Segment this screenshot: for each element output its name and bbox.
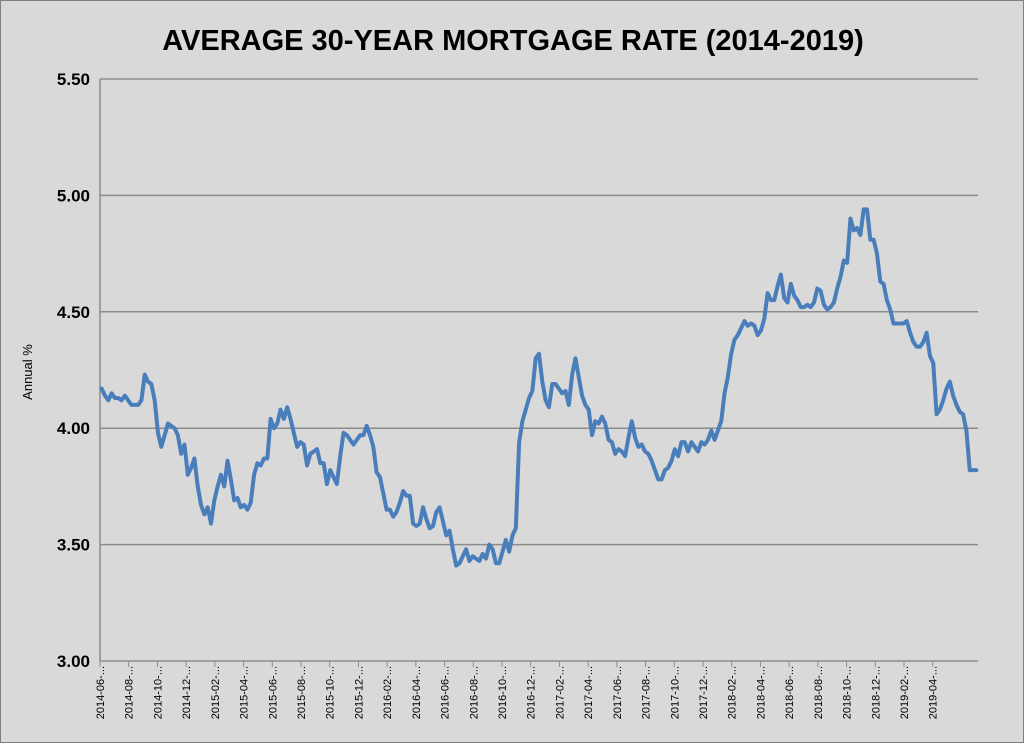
y-tick-label-3: 4.50 — [57, 303, 90, 322]
x-tick-label-7: 2015-08-... — [296, 666, 308, 719]
x-tick-label-21: 2017-12-... — [698, 666, 710, 719]
x-tick-label-25: 2018-08-... — [813, 666, 825, 719]
x-tick-label-3: 2014-12-... — [181, 666, 193, 719]
x-tick-label-17: 2017-04-... — [583, 666, 595, 719]
x-tick-label-13: 2016-08-... — [468, 666, 480, 719]
y-tick-label-1: 3.50 — [57, 536, 90, 555]
x-tick-label-5: 2015-04-... — [239, 666, 251, 719]
x-tick-label-9: 2015-12-... — [353, 666, 365, 719]
x-tick-label-15: 2016-12-... — [526, 666, 538, 719]
x-tick-label-19: 2017-08-... — [641, 666, 653, 719]
x-tick-label-0: 2014-06-... — [95, 666, 107, 719]
x-tick-label-20: 2017-10-... — [669, 666, 681, 719]
y-gridlines — [100, 78, 978, 662]
series-line — [99, 207, 979, 568]
y-tick-label-2: 4.00 — [57, 419, 90, 438]
x-tick-label-28: 2019-02-... — [899, 666, 911, 719]
x-tick-label-11: 2016-04-... — [411, 666, 423, 719]
x-tick-label-1: 2014-08-... — [124, 666, 136, 719]
chart-title: AVERAGE 30-YEAR MORTGAGE RATE (2014-2019… — [162, 25, 864, 57]
y-axis-label: Annual % — [20, 344, 35, 400]
x-axis — [99, 79, 934, 667]
x-tick-label-10: 2016-02-... — [382, 666, 394, 719]
y-tick-label-0: 3.00 — [57, 652, 90, 671]
x-tick-label-2: 2014-10-... — [152, 666, 164, 719]
y-tick-labels: 3.00 3.50 4.00 4.50 5.00 5.50 — [57, 70, 90, 671]
x-tick-label-12: 2016-06-... — [440, 666, 452, 719]
x-tick-label-26: 2018-10-... — [842, 666, 854, 719]
x-tick-label-4: 2015-02-... — [210, 666, 222, 719]
x-tick-labels: 2014-06-... 2014-08-... 2014-10-... 2014-12… — [95, 666, 940, 719]
y-tick-label-4: 5.00 — [57, 186, 90, 205]
x-tick-label-14: 2016-10-... — [497, 666, 509, 719]
x-tick-label-27: 2018-12-... — [870, 666, 882, 719]
x-tick-label-24: 2018-06-... — [784, 666, 796, 719]
x-tick-label-6: 2015-06-... — [267, 666, 279, 719]
x-tick-label-23: 2018-04-... — [755, 666, 767, 719]
x-tick-label-29: 2019-04-... — [928, 666, 940, 719]
x-tick-label-18: 2017-06-... — [612, 666, 624, 719]
x-tick-label-8: 2015-10-... — [325, 666, 337, 719]
x-tick-label-16: 2017-02-... — [554, 666, 566, 719]
y-tick-label-5: 5.50 — [57, 70, 90, 89]
x-tick-label-22: 2018-02-... — [727, 666, 739, 719]
